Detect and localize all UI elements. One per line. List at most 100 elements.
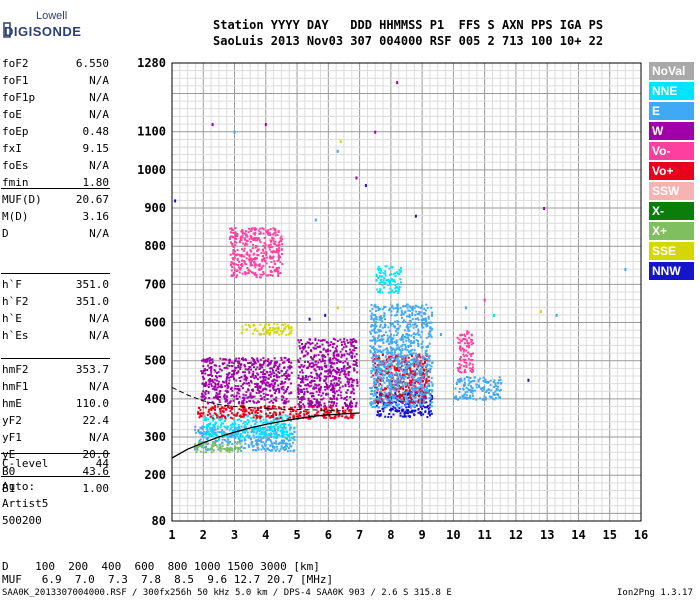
echo-point <box>262 388 265 391</box>
echo-point <box>384 404 386 406</box>
echo-point <box>376 337 379 340</box>
echo-point <box>254 264 257 266</box>
echo-point <box>272 371 275 374</box>
echo-point <box>285 430 288 433</box>
echo-point <box>430 397 433 400</box>
echo-point <box>277 428 280 431</box>
echo-point <box>413 382 416 384</box>
echo-point <box>407 338 410 341</box>
echo-point <box>199 432 202 435</box>
echo-point <box>401 400 404 403</box>
echo-point <box>244 408 247 411</box>
echo-point <box>221 410 224 413</box>
echo-point <box>463 369 466 372</box>
echo-point <box>206 425 208 428</box>
echo-point <box>223 358 226 361</box>
echo-point <box>388 383 391 385</box>
echo-point <box>299 347 302 350</box>
y-tick-label: 800 <box>144 239 166 253</box>
echo-point <box>271 274 274 277</box>
echo-point <box>398 269 401 272</box>
echo-point <box>431 311 434 314</box>
echo-point <box>283 440 285 442</box>
echo-point <box>624 268 627 272</box>
echo-point <box>261 260 264 263</box>
echo-point <box>212 417 215 420</box>
echo-point <box>315 384 318 387</box>
echo-point <box>407 405 410 408</box>
echo-point <box>482 387 485 390</box>
echo-point <box>198 439 201 442</box>
echo-point <box>352 392 355 395</box>
echo-point <box>348 366 351 369</box>
echo-point <box>212 441 215 444</box>
echo-point <box>226 390 229 393</box>
echo-point <box>278 247 281 249</box>
echo-point <box>403 399 405 402</box>
echo-point <box>427 412 430 415</box>
echo-point <box>237 264 240 266</box>
echo-point <box>405 409 408 412</box>
echo-point <box>266 256 269 259</box>
echo-point <box>416 356 419 359</box>
echo-point <box>373 359 376 362</box>
echo-point <box>226 364 229 367</box>
echo-point <box>409 320 412 323</box>
echo-point <box>328 360 331 363</box>
echo-point <box>233 267 236 270</box>
echo-point <box>403 336 406 339</box>
echo-point <box>412 340 415 343</box>
echo-point <box>276 422 279 425</box>
param-value: N/A <box>89 91 109 104</box>
echo-point <box>270 423 272 426</box>
echo-point <box>375 397 377 400</box>
echo-point <box>234 432 237 435</box>
echo-point <box>250 227 253 230</box>
echo-point <box>390 391 392 394</box>
echo-point <box>259 333 262 336</box>
echo-point <box>241 259 243 262</box>
echo-point <box>424 393 427 396</box>
echo-point <box>255 426 257 429</box>
echo-point <box>383 388 386 391</box>
echo-point <box>307 346 310 349</box>
echo-point <box>249 379 252 382</box>
echo-point <box>230 261 233 263</box>
echo-point <box>332 404 334 407</box>
echo-point <box>273 426 276 429</box>
x-tick-label: 14 <box>571 528 585 542</box>
echo-point <box>283 433 286 436</box>
echo-point <box>398 288 400 291</box>
echo-point <box>423 307 426 310</box>
echo-point <box>280 387 283 390</box>
echo-point <box>469 377 472 379</box>
echo-point <box>381 384 383 387</box>
echo-point <box>465 362 468 364</box>
x-tick-label: 9 <box>419 528 426 542</box>
echo-point <box>232 246 235 248</box>
echo-point <box>269 257 272 260</box>
echo-point <box>287 374 290 377</box>
echo-point <box>272 414 275 417</box>
echo-point <box>306 341 309 344</box>
echo-point <box>261 382 264 385</box>
echo-point <box>346 404 348 407</box>
echo-point <box>239 254 242 257</box>
echo-point <box>374 303 377 306</box>
echo-point <box>307 397 310 400</box>
echo-point <box>300 364 303 367</box>
echo-point <box>344 384 347 387</box>
echo-point <box>218 447 221 450</box>
echo-point <box>273 382 276 385</box>
echo-point <box>214 382 217 385</box>
echo-point <box>230 426 233 429</box>
echo-point <box>273 269 276 272</box>
echo-point <box>249 375 252 378</box>
echo-point <box>372 335 375 338</box>
echo-point <box>259 227 262 230</box>
echo-point <box>232 362 235 365</box>
echo-point <box>299 378 302 380</box>
echo-point <box>401 370 404 373</box>
echo-point <box>235 276 238 279</box>
echo-point <box>455 396 458 399</box>
